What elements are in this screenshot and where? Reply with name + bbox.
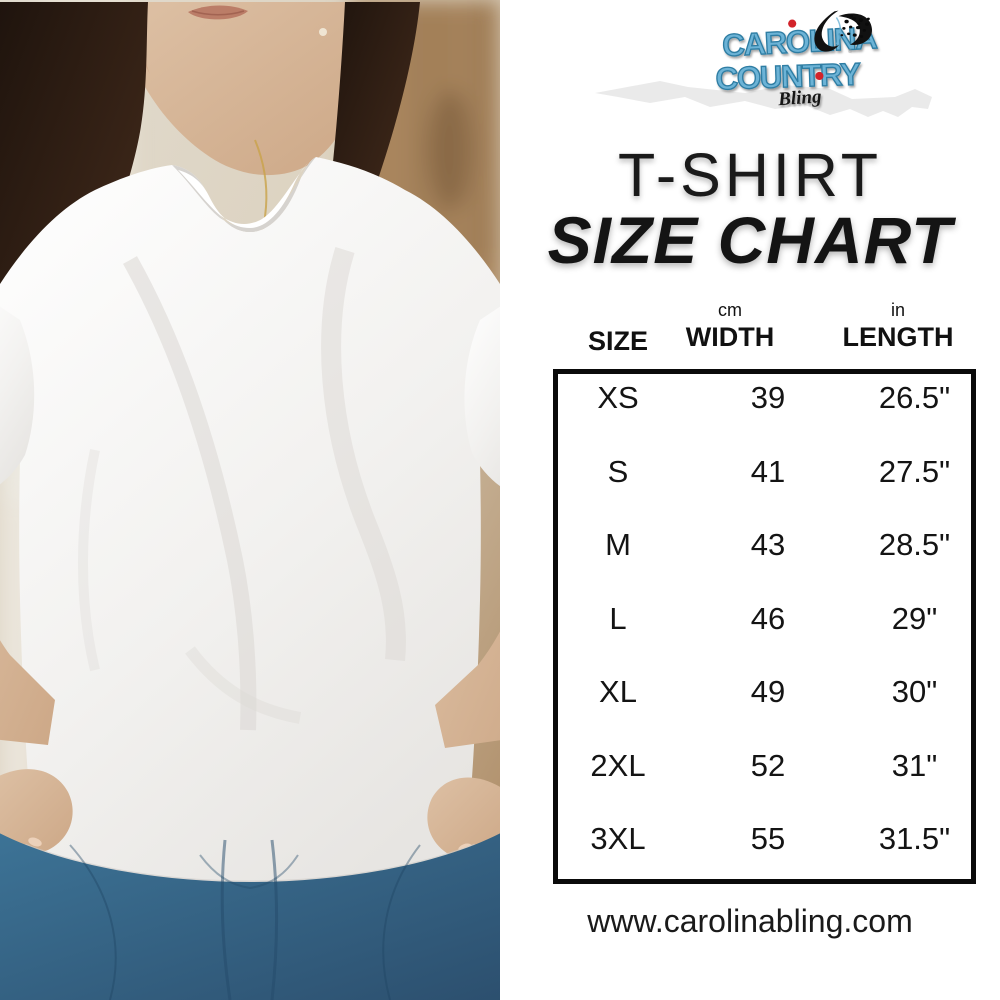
svg-text:®: ®	[848, 48, 852, 55]
svg-text:Bling: Bling	[776, 86, 822, 110]
